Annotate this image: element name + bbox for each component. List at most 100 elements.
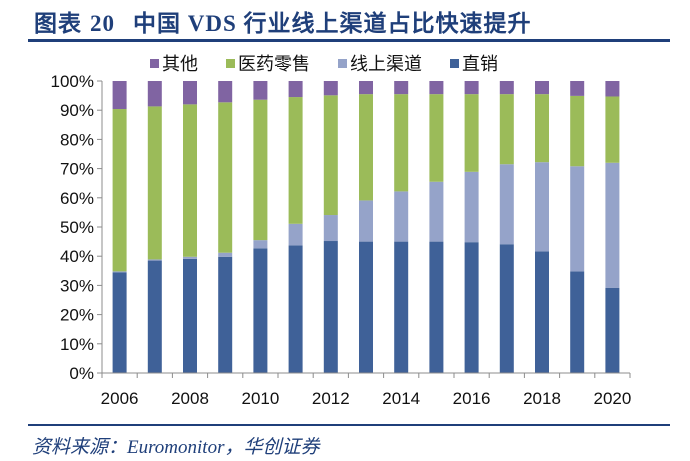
bar-segment-2009-0 (218, 256, 233, 373)
figure-title-text: 中国 VDS 行业线上渠道占比快速提升 (133, 11, 532, 36)
legend-item-direct-sales: 直销 (450, 50, 498, 76)
x-tick-label: 2012 (312, 389, 350, 408)
bar-segment-2019-2 (570, 95, 585, 167)
bar-segment-2016-3 (464, 81, 479, 95)
y-tick-label: 70% (60, 160, 94, 179)
bar-segment-2019-0 (570, 271, 585, 373)
bar-segment-2020-0 (605, 287, 620, 373)
bar-segment-2010-0 (253, 248, 268, 373)
bar-segment-2020-3 (605, 81, 620, 97)
bar-segment-2006-3 (112, 81, 127, 110)
axes-group: 0% 10% 20% 30% 40% 50% 60% 70% 80% 90% 100% 2006 200… (51, 72, 632, 408)
bar-segment-2018-0 (535, 251, 549, 373)
bar-segment-2013-0 (359, 241, 373, 373)
legend-label-other: 其他 (162, 54, 198, 74)
bar-segment-2006-1 (112, 271, 127, 273)
bar-segment-2019-1 (570, 166, 585, 272)
bar-segment-2009-2 (218, 102, 233, 253)
bar-segment-2020-1 (605, 162, 620, 288)
bar-segment-2017-1 (499, 164, 514, 245)
bar-segment-2012-1 (323, 215, 338, 242)
y-tick-label: 20% (60, 306, 94, 325)
bar-segment-2012-3 (323, 81, 338, 96)
bar-segment-2019-3 (570, 81, 585, 96)
bar-segment-2012-2 (323, 95, 338, 216)
legend-label-direct-sales: 直销 (462, 54, 498, 74)
bar-segment-2013-3 (359, 81, 373, 95)
y-tick-label: 80% (60, 130, 94, 149)
bar-segment-2014-1 (394, 191, 409, 242)
x-tick-label: 2010 (241, 389, 279, 408)
legend-swatch-other (150, 58, 159, 68)
chart-legend: 其他 医药零售 线上渠道 直销 (150, 50, 498, 76)
bar-segment-2015-0 (429, 241, 444, 373)
bar-segment-2018-2 (535, 94, 549, 163)
bar-segment-2010-2 (253, 99, 268, 241)
legend-swatch-direct-sales (450, 58, 459, 68)
bar-segment-2009-1 (218, 252, 233, 257)
bar-segment-2011-0 (288, 245, 303, 373)
x-tick-label: 2018 (523, 389, 561, 408)
bar-segment-2008-0 (183, 258, 197, 373)
x-tick-label: 2006 (101, 389, 139, 408)
bar-segment-2007-2 (147, 106, 162, 260)
x-tick-label: 2020 (593, 389, 631, 408)
y-tick-label: 30% (60, 276, 94, 295)
bar-segment-2009-3 (218, 81, 233, 103)
legend-label-online: 线上渠道 (350, 54, 422, 74)
bar-segment-2020-2 (605, 96, 620, 163)
bar-segment-2007-3 (147, 81, 162, 107)
y-tick-label: 90% (60, 101, 94, 120)
y-tick-label: 60% (60, 189, 94, 208)
y-tick-label: 10% (60, 335, 94, 354)
bar-segment-2015-1 (429, 181, 444, 242)
bar-segment-2017-2 (499, 94, 514, 165)
bar-segment-2016-2 (464, 94, 479, 172)
bar-segment-2013-1 (359, 200, 373, 242)
x-tick-label: 2014 (382, 389, 420, 408)
title-divider (28, 39, 670, 42)
bar-segment-2006-0 (112, 272, 127, 373)
bar-segment-2011-2 (288, 97, 303, 224)
bar-segment-2010-3 (253, 81, 268, 100)
x-tick-label: 2016 (453, 389, 491, 408)
y-tick-label: 0% (69, 364, 94, 383)
x-tick-label: 2008 (171, 389, 209, 408)
figure-number: 20 (90, 11, 115, 36)
bar-segment-2007-0 (147, 260, 162, 373)
bar-segment-2007-1 (147, 259, 162, 261)
legend-item-pharmacy-retail: 医药零售 (226, 50, 310, 76)
bar-segment-2016-1 (464, 171, 479, 243)
legend-item-online: 线上渠道 (338, 50, 422, 76)
legend-label-pharmacy-retail: 医药零售 (238, 54, 310, 74)
bar-segment-2008-2 (183, 104, 197, 257)
bar-segment-2016-0 (464, 242, 479, 373)
legend-item-other: 其他 (150, 50, 198, 76)
source-note: 资料来源：Euromonitor，华创证券 (32, 437, 320, 458)
bar-segment-2010-1 (253, 240, 268, 249)
bar-segment-2006-2 (112, 109, 127, 272)
bar-segment-2017-3 (499, 81, 514, 95)
figure-title: 图表 20 中国 VDS 行业线上渠道占比快速提升 (34, 4, 532, 38)
y-tick-label: 100% (51, 72, 94, 91)
bars-group (112, 81, 620, 373)
bar-segment-2012-0 (323, 241, 338, 373)
bar-segment-2011-1 (288, 223, 303, 246)
y-tick-label: 40% (60, 247, 94, 266)
bar-segment-2017-0 (499, 244, 514, 373)
bar-segment-2018-1 (535, 162, 549, 252)
bar-segment-2014-3 (394, 81, 409, 95)
bar-segment-2011-3 (288, 81, 303, 98)
bar-segment-2018-3 (535, 81, 549, 95)
bar-segment-2015-2 (429, 94, 444, 182)
bar-segment-2008-3 (183, 81, 197, 105)
figure-label: 图表 (34, 11, 82, 36)
source-divider (28, 424, 670, 426)
bar-segment-2013-2 (359, 94, 373, 201)
bar-segment-2008-1 (183, 256, 197, 259)
bar-segment-2015-3 (429, 81, 444, 95)
bar-segment-2014-2 (394, 94, 409, 192)
legend-swatch-online (338, 58, 347, 68)
legend-swatch-pharmacy-retail (226, 58, 235, 68)
